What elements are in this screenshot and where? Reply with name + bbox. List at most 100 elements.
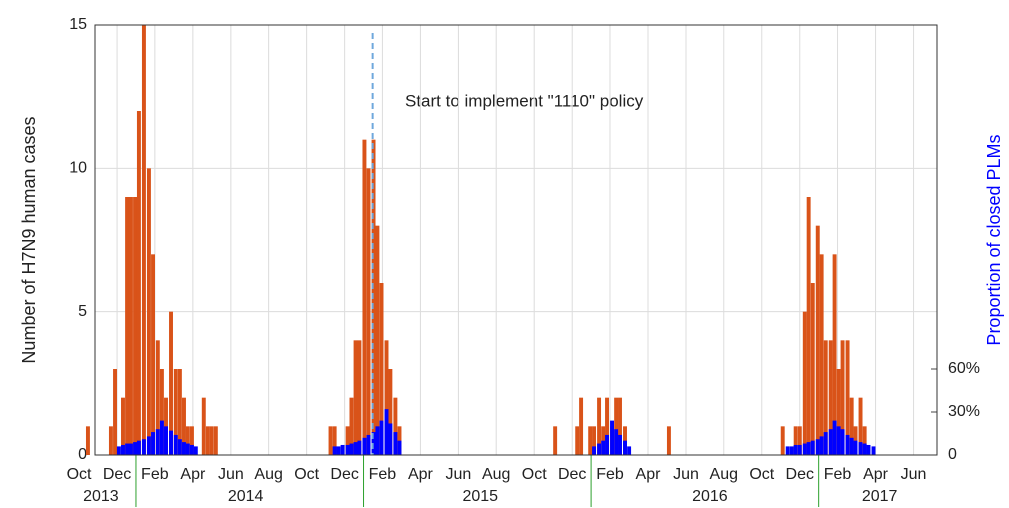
case-bar xyxy=(108,426,113,455)
case-bar xyxy=(185,426,190,455)
case-bar xyxy=(201,397,206,455)
x-tick-label: Apr xyxy=(863,466,889,483)
x-tick-label: Dec xyxy=(103,466,131,483)
proportion-bar xyxy=(357,440,362,455)
case-bar xyxy=(155,340,160,455)
case-bar xyxy=(858,397,863,455)
x-tick-label: Dec xyxy=(330,466,358,483)
case-bar xyxy=(345,426,350,455)
x-tick-label: Jun xyxy=(673,466,699,483)
x-tick-label: Jun xyxy=(901,466,927,483)
proportion-bar xyxy=(618,434,622,455)
case-bar xyxy=(136,111,141,455)
proportion-bar xyxy=(862,443,867,455)
case-bar xyxy=(379,283,384,455)
proportion-bar xyxy=(614,429,619,455)
case-bar xyxy=(605,397,609,455)
proportion-bar xyxy=(353,442,358,455)
proportion-bar xyxy=(806,442,811,455)
case-bar xyxy=(588,426,593,455)
proportion-bar xyxy=(815,439,820,455)
x-tick-label: Feb xyxy=(824,466,852,483)
case-bar xyxy=(169,311,173,455)
case-bar xyxy=(579,397,584,455)
case-bar xyxy=(85,426,90,455)
x-tick-label: Dec xyxy=(558,466,586,483)
case-bar xyxy=(840,340,845,455)
proportion-bar xyxy=(193,446,198,455)
y-tick-label: 0 xyxy=(78,446,87,463)
proportion-bar xyxy=(336,446,341,455)
year-label: 2013 xyxy=(83,488,119,505)
case-bar xyxy=(159,369,164,455)
proportion-bar xyxy=(177,439,182,455)
proportion-bar xyxy=(823,432,828,455)
proportion-bar xyxy=(173,434,178,455)
proportion-bar xyxy=(871,446,876,455)
y-axis-title: Number of H7N9 human cases xyxy=(19,116,39,363)
case-bar xyxy=(177,369,182,455)
case-bar xyxy=(384,340,389,455)
case-bar xyxy=(862,426,867,455)
proportion-bar xyxy=(332,446,337,455)
y2-axis-title: Proportion of closed PLMs xyxy=(984,134,1004,345)
case-bar xyxy=(823,340,828,455)
y2-tick-label: 60% xyxy=(948,360,980,377)
proportion-bar xyxy=(853,440,858,455)
x-tick-label: Feb xyxy=(369,466,397,483)
case-bar xyxy=(353,340,358,455)
x-tick-label: Jun xyxy=(218,466,244,483)
case-bar xyxy=(618,397,622,455)
proportion-bar xyxy=(802,443,807,455)
case-bar xyxy=(836,369,841,455)
case-bar xyxy=(151,254,155,455)
case-bar xyxy=(614,397,619,455)
case-bar xyxy=(575,426,580,455)
case-bar xyxy=(205,426,210,455)
proportion-bar xyxy=(601,440,606,455)
proportion-bar xyxy=(866,444,871,455)
proportion-bar xyxy=(810,440,815,455)
case-bar xyxy=(393,397,398,455)
y-tick-label: 10 xyxy=(69,160,87,177)
proportion-bar xyxy=(832,420,837,455)
case-bar xyxy=(806,197,811,455)
case-bar xyxy=(128,197,133,455)
case-bar xyxy=(357,340,362,455)
proportion-bar xyxy=(789,446,794,455)
case-bar xyxy=(388,369,393,455)
annotation: Start to implement "1110" policy xyxy=(405,91,644,110)
proportion-bar xyxy=(182,442,186,455)
proportion-bar xyxy=(128,443,133,455)
case-bar xyxy=(121,397,125,455)
case-bar xyxy=(797,426,802,455)
proportion-bar xyxy=(605,434,609,455)
proportion-bar xyxy=(189,444,194,455)
proportion-bar xyxy=(146,436,151,455)
case-bar xyxy=(845,340,850,455)
proportion-bar xyxy=(136,440,141,455)
proportion-bar xyxy=(858,442,863,455)
proportion-bar xyxy=(164,426,168,455)
proportion-bar xyxy=(623,440,627,455)
case-bar xyxy=(328,426,333,455)
x-tick-label: Dec xyxy=(786,466,814,483)
proportion-bar xyxy=(597,443,602,455)
proportion-bar xyxy=(345,444,350,455)
case-bar xyxy=(213,426,218,455)
proportion-bar xyxy=(185,443,190,455)
proportion-bar xyxy=(125,443,130,455)
case-bar xyxy=(113,369,117,455)
case-bar xyxy=(141,25,146,455)
x-tick-label: Apr xyxy=(180,466,206,483)
case-bar xyxy=(666,426,671,455)
proportion-bar xyxy=(797,444,802,455)
x-tick-label: Aug xyxy=(710,466,738,483)
x-tick-label: Oct xyxy=(294,466,319,483)
x-tick-label: Apr xyxy=(408,466,434,483)
proportion-bar xyxy=(384,409,389,455)
case-bar xyxy=(819,254,824,455)
proportion-bar xyxy=(169,430,173,455)
x-tick-label: Oct xyxy=(522,466,547,483)
